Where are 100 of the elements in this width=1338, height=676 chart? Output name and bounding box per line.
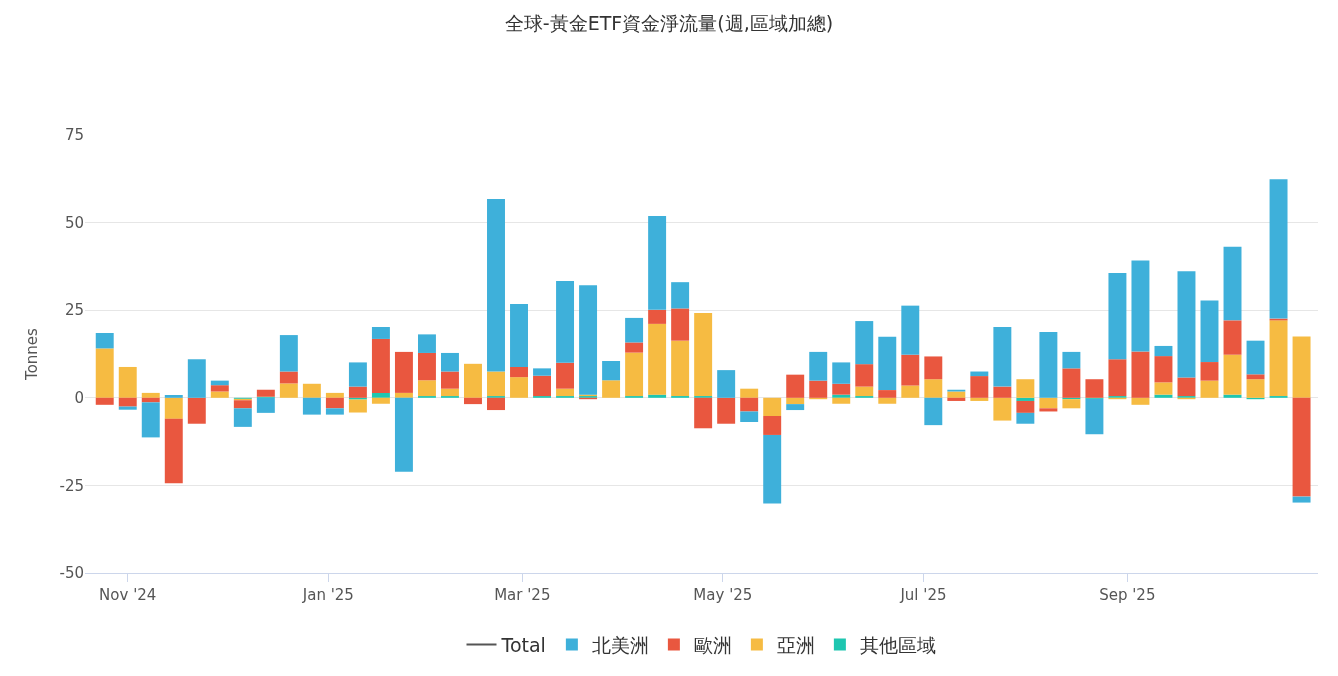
bar (256, 397, 275, 413)
bar (1039, 331, 1058, 398)
bar (1292, 336, 1311, 398)
bar (371, 327, 390, 339)
bar (1269, 179, 1288, 319)
legend-label: 北美洲 (591, 633, 649, 656)
bar (141, 402, 160, 438)
bar (279, 335, 298, 372)
bar (1177, 271, 1196, 378)
bar (187, 397, 206, 424)
bar (1292, 397, 1311, 497)
bar (1154, 394, 1173, 398)
bar (510, 303, 528, 367)
bar (855, 364, 874, 387)
bar (648, 215, 667, 310)
y-tick-label: -50 (59, 564, 84, 583)
bar (1062, 368, 1081, 398)
bar (1131, 260, 1150, 352)
bar (786, 404, 805, 411)
chart-title: 全球-黃金ETF資金淨流量(週,區域加總) (504, 12, 834, 35)
y-tick-label: 50 (64, 213, 84, 232)
bar (556, 362, 575, 389)
bar (832, 394, 851, 398)
bar (1246, 379, 1265, 398)
bar (1085, 398, 1104, 435)
x-tick-label: May '25 (693, 586, 753, 604)
bar (1200, 300, 1219, 363)
bar (164, 395, 183, 398)
bar (371, 392, 390, 398)
bar (993, 327, 1012, 387)
bar (648, 394, 667, 398)
legend-label: 歐洲 (693, 633, 732, 656)
bar (348, 399, 367, 413)
bar (417, 380, 436, 397)
bar (556, 281, 575, 363)
bar (809, 380, 828, 398)
bar (210, 385, 229, 392)
bar (809, 351, 828, 381)
bar (993, 386, 1012, 398)
bar (1200, 380, 1219, 398)
bar (1039, 397, 1058, 409)
x-tick-label: Sep '25 (1099, 586, 1156, 604)
bar (602, 361, 621, 381)
bar (970, 376, 989, 398)
bar (95, 397, 114, 405)
bar (947, 397, 966, 401)
x-tick-label: Mar '25 (494, 586, 551, 604)
bar (924, 356, 943, 380)
bar (210, 391, 229, 398)
bar (533, 375, 552, 397)
bar (164, 418, 183, 484)
bar (510, 366, 528, 378)
x-tick-label: Nov '24 (99, 586, 157, 604)
bar (970, 397, 989, 401)
bar (487, 199, 505, 372)
bar (233, 400, 252, 409)
bar (1039, 408, 1058, 412)
bar (878, 336, 897, 391)
bar (141, 392, 160, 398)
bar (786, 397, 805, 405)
bar (394, 397, 413, 472)
y-axis-title: Tonnes (22, 327, 41, 381)
bar (1062, 351, 1081, 369)
bar (1154, 382, 1173, 395)
y-tick-label: 75 (64, 126, 84, 145)
bar (118, 366, 137, 398)
bar (901, 305, 920, 355)
bar (348, 386, 367, 398)
bar (1246, 340, 1265, 375)
bar (256, 389, 275, 397)
bar (1154, 345, 1173, 357)
bar (1131, 397, 1150, 405)
bar (1223, 354, 1242, 395)
bar (740, 411, 759, 422)
bar (371, 338, 390, 393)
bar (1016, 412, 1035, 424)
bar (832, 362, 851, 384)
legend-label: Total (500, 633, 546, 656)
bar (1154, 356, 1173, 383)
bar (1223, 320, 1242, 355)
bar (786, 374, 805, 398)
bar (671, 308, 690, 341)
bar (1200, 362, 1219, 381)
bar (763, 397, 782, 417)
bar (302, 397, 321, 415)
bar (625, 317, 644, 343)
bar (648, 309, 667, 324)
bar (440, 388, 459, 397)
bar (1085, 379, 1104, 398)
bar (510, 377, 528, 398)
bar (279, 371, 298, 384)
bar (556, 388, 575, 397)
bar (325, 392, 344, 398)
bar (717, 397, 736, 424)
bar (1223, 246, 1242, 321)
y-tick-label: 25 (64, 301, 84, 320)
bar (187, 359, 206, 398)
bar (302, 383, 321, 398)
bar (694, 313, 713, 397)
bar (487, 397, 505, 411)
